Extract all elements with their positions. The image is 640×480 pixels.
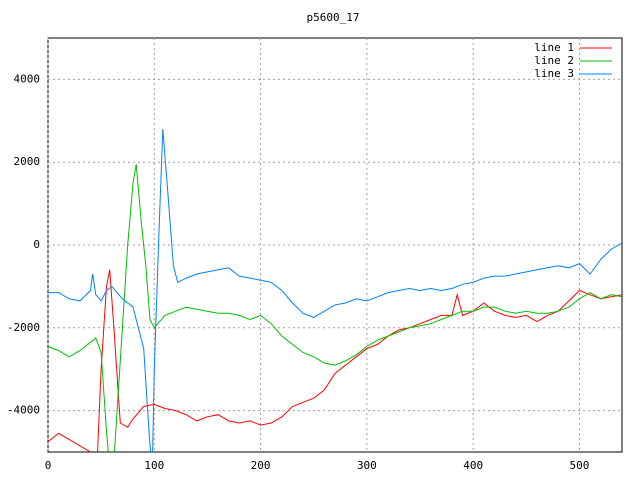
y-tick-label: 0 [33,238,40,251]
x-tick-label: 100 [144,459,164,472]
plot-area [48,129,622,452]
data-line [48,164,622,452]
legend-label: line 1 [534,41,574,54]
chart-title: p5600_17 [307,11,360,24]
x-tick-label: 500 [570,459,590,472]
legend-label: line 2 [534,54,574,67]
x-tick-label: 400 [463,459,483,472]
y-tick-label: -4000 [7,404,40,417]
data-line [48,269,622,452]
x-tick-label: 300 [357,459,377,472]
data-line [48,129,622,452]
y-tick-label: 2000 [14,155,41,168]
y-tick-label: 4000 [14,72,41,85]
x-tick-label: 200 [251,459,271,472]
legend-label: line 3 [534,67,574,80]
x-tick-label: 0 [45,459,52,472]
y-tick-label: -2000 [7,321,40,334]
